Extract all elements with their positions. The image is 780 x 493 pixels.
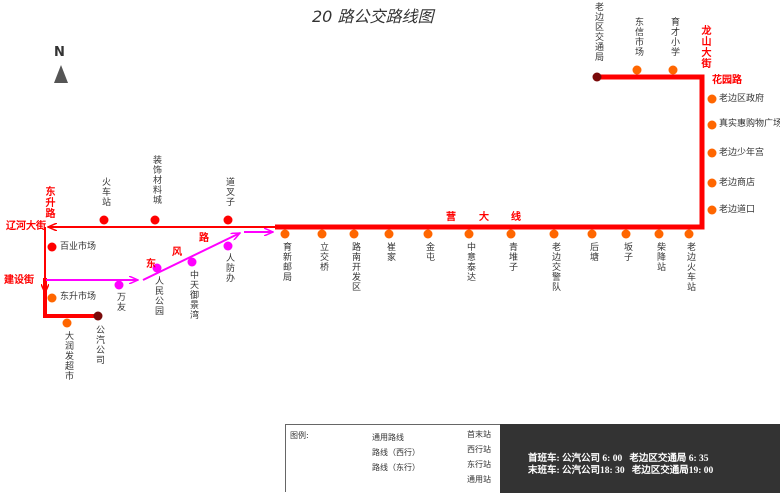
eastbound-stop-icon xyxy=(114,280,124,290)
station-label: 火车站 xyxy=(100,177,110,207)
road-label: 龙山大街 xyxy=(699,25,710,69)
station-label: 大润发超市 xyxy=(63,331,73,381)
station-label: 育新邮局 xyxy=(281,242,291,282)
station-label: 装饰材料城 xyxy=(151,155,161,205)
eastbound-stop-icon xyxy=(152,263,162,273)
station-label: 老边区政府 xyxy=(719,94,765,104)
first-bus-time: 首班车: 公汽公司 6: 00 老边区交通局 6: 35 xyxy=(528,454,709,464)
station-label: 东信市场 xyxy=(633,17,643,57)
station-label: 坂子 xyxy=(622,242,632,262)
station-label: 后塘 xyxy=(588,242,598,262)
road-label: 辽河大街 xyxy=(6,221,46,232)
common-stop-icon xyxy=(707,120,717,130)
common-stop-icon xyxy=(707,94,717,104)
common-stop-icon xyxy=(62,318,72,328)
north-label: N xyxy=(54,45,65,60)
station-label: 老边交警队 xyxy=(550,242,560,292)
station-label: 老边火车站 xyxy=(685,242,695,292)
road-label: 大 xyxy=(479,212,489,223)
station-label: 金屯 xyxy=(424,242,434,262)
legend-item: 首末站 xyxy=(467,430,491,439)
legend-item: 东行站 xyxy=(467,460,491,469)
common-stop-icon xyxy=(654,229,664,239)
westbound-stop-icon xyxy=(150,215,160,225)
common-stop-icon xyxy=(47,293,57,303)
station-label: 中意泰达 xyxy=(465,242,475,282)
station-label: 老边道口 xyxy=(719,205,756,215)
road-label: 东 xyxy=(146,259,156,270)
station-label: 老边区交通局 xyxy=(593,2,603,62)
common-stop-icon xyxy=(317,229,327,239)
road-label: 花园路 xyxy=(712,75,742,86)
eastbound-stop-icon xyxy=(187,257,197,267)
station-label: 真实惠购物广场 xyxy=(719,119,780,129)
westbound-stop-icon xyxy=(99,215,109,225)
last-bus-time: 末班车: 公汽公司18: 30 老边区交通局19: 00 xyxy=(528,466,714,476)
station-label: 柴降站 xyxy=(655,242,665,272)
road-label: 东升路 xyxy=(43,186,54,219)
common-stop-icon xyxy=(621,229,631,239)
station-label: 老边少年宫 xyxy=(719,148,765,158)
station-label: 中天御景湾 xyxy=(188,270,198,320)
station-label: 公汽公司 xyxy=(94,325,104,365)
station-label: 东升市场 xyxy=(60,292,97,302)
common-route-line xyxy=(275,74,705,230)
eastbound-route-line xyxy=(142,232,240,281)
station-label: 立交桥 xyxy=(318,242,328,272)
station-label: 青堆子 xyxy=(507,242,517,272)
common-stop-icon xyxy=(684,229,694,239)
legend-item: 路线（西行） xyxy=(372,448,420,457)
road-label: 建设街 xyxy=(4,275,34,286)
road-label: 营 xyxy=(446,212,456,223)
common-stop-icon xyxy=(423,229,433,239)
common-stop-icon xyxy=(349,229,359,239)
schedule-panel: 首班车: 公汽公司 6: 00 老边区交通局 6: 35 末班车: 公汽公司18… xyxy=(500,424,780,493)
common-stop-icon xyxy=(707,178,717,188)
station-label: 路南开发区 xyxy=(350,242,360,292)
road-label: 风 xyxy=(172,247,182,258)
common-stop-icon xyxy=(280,229,290,239)
legend-item: 通用路线 xyxy=(372,433,404,442)
station-label: 崔家 xyxy=(385,242,395,262)
common-stop-icon xyxy=(668,65,678,75)
north-arrow-icon xyxy=(54,65,68,83)
common-stop-icon xyxy=(587,229,597,239)
station-label: 道叉子 xyxy=(224,177,234,207)
common-stop-icon xyxy=(384,229,394,239)
legend-item: 西行站 xyxy=(467,445,491,454)
terminal-stop-icon xyxy=(93,311,103,321)
legend-item: 路线（东行） xyxy=(372,463,420,472)
road-label: 线 xyxy=(511,212,521,223)
common-stop-icon xyxy=(707,205,717,215)
legend-title: 图例: xyxy=(290,431,309,440)
station-label: 万友 xyxy=(115,292,125,312)
westbound-stop-icon xyxy=(47,242,57,252)
station-label: 人民公园 xyxy=(153,276,163,316)
road-label: 路 xyxy=(199,233,209,244)
station-label: 人防办 xyxy=(224,253,234,283)
terminal-stop-icon xyxy=(592,72,602,82)
common-stop-icon xyxy=(506,229,516,239)
station-label: 老边商店 xyxy=(719,178,756,188)
westbound-stop-icon xyxy=(223,215,233,225)
station-label: 育才小学 xyxy=(669,17,679,57)
legend-item: 通用站 xyxy=(467,475,491,484)
station-label: 百业市场 xyxy=(60,242,97,252)
common-stop-icon xyxy=(464,229,474,239)
common-stop-icon xyxy=(632,65,642,75)
common-stop-icon xyxy=(707,148,717,158)
map-title: 20 路公交路线图 xyxy=(312,7,434,26)
common-stop-icon xyxy=(549,229,559,239)
legend: 图例: 通用路线 路线（西行） 路线（东行） 首末站 西行站 东行站 通用站 xyxy=(285,424,501,492)
eastbound-stop-icon xyxy=(223,241,233,251)
